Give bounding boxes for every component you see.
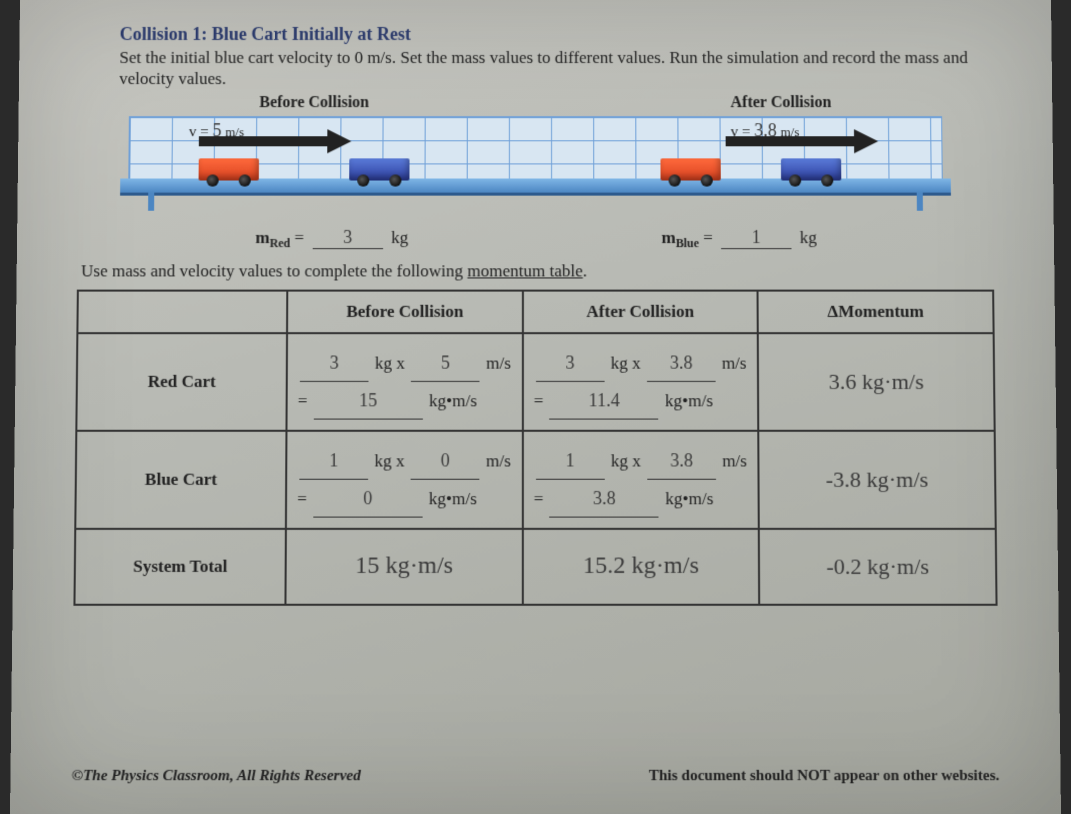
row-red: Red Cart 3 kg x 5 m/s = 15 kg•m/s 3 kg x… [76,333,994,431]
row-blue-label: Blue Cart [75,431,286,529]
blue-after-p: 3.8 [550,480,659,518]
unit-kgx: kg x [611,353,641,372]
unit-kgms: kg•m/s [665,391,713,410]
unit-kgx: kg x [611,451,641,470]
red-dmom: 3.6 kg·m/s [829,369,924,394]
unit-kgms: kg•m/s [429,391,477,410]
table-prompt-text: Use mass and velocity values to complete… [81,261,467,280]
row-total: System Total 15 kg·m/s 15.2 kg·m/s -0.2 … [74,529,996,605]
unit-ms: m/s [486,353,511,372]
row-red-label: Red Cart [76,333,287,431]
red-after-v: 3.8 [647,344,716,382]
table-prompt: Use mass and velocity values to complete… [81,261,994,281]
total-after: 15.2 kg·m/s [583,553,699,580]
unit-kgx: kg x [375,353,405,372]
th-after: After Collision [523,290,759,333]
footer-right: This document should NOT appear on other… [649,768,1000,786]
unit-kgx: kg x [374,451,404,470]
table-prompt-underline: momentum table [467,261,583,280]
unit-kg: kg [800,227,817,246]
momentum-table: Before Collision After Collision ΔMoment… [73,289,997,605]
blue-before-cell: 1 kg x 0 m/s = 0 kg•m/s [286,431,523,529]
unit-ms: m/s [486,451,511,470]
blue-after-v: 3.8 [647,442,716,480]
track-leg [917,192,923,210]
unit-kg: kg [391,227,408,246]
cart-diagram: Before Collision After Collision v = 5 m… [128,98,943,219]
unit-kgms: kg•m/s [665,489,713,508]
unit-kgms: kg•m/s [429,489,477,508]
red-before-cell: 3 kg x 5 m/s = 15 kg•m/s [286,333,522,431]
red-after-cell: 3 kg x 3.8 m/s = 11.4 kg•m/s [523,333,759,431]
mred-value: 3 [312,226,382,248]
instructions-text: Set the initial blue cart velocity to 0 … [119,47,992,90]
blue-before-v: 0 [411,442,480,480]
blue-before-m: 1 [299,442,368,480]
blue-cart-before [349,158,409,180]
blue-after-cell: 1 kg x 3.8 m/s = 3.8 kg•m/s [522,431,759,529]
th-empty [77,290,287,333]
red-after-m: 3 [536,344,605,382]
red-after-p: 11.4 [550,382,659,420]
blue-after-m: 1 [536,442,605,480]
collision-title: Collision 1: Blue Cart Initially at Rest [120,24,992,45]
mblue-value: 1 [721,226,792,248]
total-before: 15 kg·m/s [355,553,453,580]
after-label: After Collision [730,94,831,112]
footer: ©The Physics Classroom, All Rights Reser… [71,768,999,786]
before-label: Before Collision [259,94,369,112]
worksheet-paper: Collision 1: Blue Cart Initially at Rest… [10,0,1061,814]
red-cart-before [199,158,259,180]
track-leg [148,192,154,210]
red-before-v: 5 [411,344,480,382]
th-before: Before Collision [287,290,523,333]
table-header-row: Before Collision After Collision ΔMoment… [77,290,993,333]
unit-ms: m/s [722,451,747,470]
red-before-p: 15 [314,382,423,420]
total-dmom: -0.2 kg·m/s [826,553,929,579]
blue-dmom: -3.8 kg·m/s [826,466,929,492]
red-cart-after [660,158,720,180]
blue-cart-after [781,158,841,180]
red-before-m: 3 [300,344,369,382]
mass-row: mRed = 3 kg mBlue = 1 kg [77,226,993,251]
footer-left: ©The Physics Classroom, All Rights Reser… [71,768,360,786]
row-total-label: System Total [74,529,285,605]
th-dmom: ΔMomentum [758,290,994,333]
blue-before-p: 0 [313,480,422,518]
row-blue: Blue Cart 1 kg x 0 m/s = 0 kg•m/s 1 kg x… [75,431,995,529]
unit-ms: m/s [722,353,747,372]
